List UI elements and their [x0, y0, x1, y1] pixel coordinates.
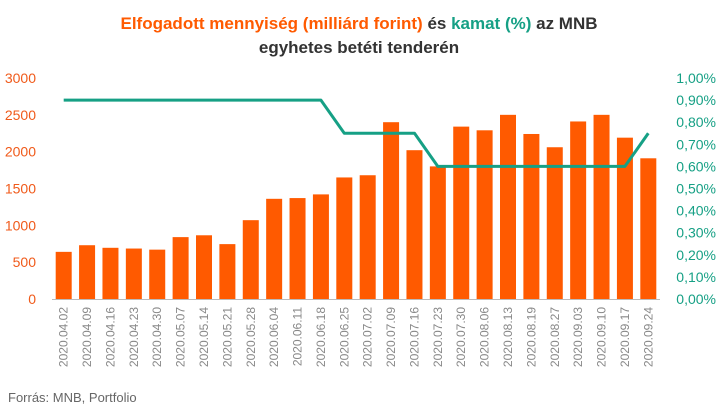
- bar: [312, 194, 329, 299]
- chart-title: Elfogadott mennyiség (milliárd forint) é…: [0, 12, 718, 60]
- x-tick-label: 2020.05.28: [244, 307, 258, 367]
- bar: [242, 220, 259, 299]
- y-right-tick-label: 0,30%: [676, 225, 716, 241]
- x-tick-label: 2020.05.14: [197, 307, 211, 367]
- bar: [102, 247, 119, 299]
- x-tick-label: 2020.05.21: [220, 307, 234, 367]
- y-left-tick-label: 3000: [5, 70, 36, 86]
- bar: [523, 133, 540, 299]
- bar: [172, 237, 189, 299]
- x-tick-label: 2020.09.03: [571, 307, 585, 367]
- bar: [196, 235, 212, 299]
- bar: [266, 198, 283, 299]
- bar: [593, 114, 610, 299]
- bar: [219, 244, 236, 299]
- bar: [359, 175, 376, 299]
- x-tick-label: 2020.09.24: [641, 307, 655, 367]
- y-right-tick-label: 1,00%: [676, 70, 716, 86]
- source-note: Forrás: MNB, Portfolio: [8, 390, 137, 405]
- x-tick-label: 2020.06.04: [267, 307, 281, 367]
- bar: [55, 251, 72, 299]
- y-right-tick-label: 0,10%: [676, 269, 716, 285]
- bar: [570, 121, 587, 299]
- y-left-tick-label: 2500: [5, 107, 36, 123]
- x-tick-label: 2020.06.11: [291, 307, 305, 366]
- bar: [383, 122, 400, 299]
- bar: [406, 150, 423, 299]
- y-left-tick-label: 500: [13, 254, 37, 270]
- bar: [149, 249, 166, 299]
- y-right-tick-label: 0,00%: [676, 291, 716, 307]
- title-mnb: az MNB: [531, 14, 598, 33]
- x-tick-label: 2020.04.23: [127, 307, 141, 367]
- bar: [429, 166, 446, 299]
- y-right-tick-label: 0,20%: [676, 247, 716, 263]
- x-tick-label: 2020.07.02: [361, 307, 375, 367]
- bar: [336, 177, 353, 299]
- x-tick-label: 2020.04.16: [104, 307, 118, 367]
- bar: [476, 130, 493, 299]
- y-left-tick-label: 2000: [5, 144, 36, 160]
- x-tick-label: 2020.08.13: [501, 307, 515, 367]
- x-tick-label: 2020.06.25: [337, 307, 351, 367]
- bar: [500, 114, 516, 299]
- x-tick-label: 2020.07.30: [454, 307, 468, 367]
- x-tick-label: 2020.09.10: [595, 307, 609, 367]
- y-left-tick-label: 1500: [5, 181, 36, 197]
- x-tick-label: 2020.07.23: [431, 307, 445, 367]
- y-right-tick-label: 0,70%: [676, 136, 716, 152]
- bar: [616, 137, 633, 299]
- y-right-tick-label: 0,80%: [676, 114, 716, 130]
- bar: [289, 198, 306, 299]
- bar: [640, 158, 657, 299]
- y-right-tick-label: 0,40%: [676, 203, 716, 219]
- title-quantity: Elfogadott mennyiség (milliárd forint): [120, 14, 423, 33]
- title-rate: kamat (%): [451, 14, 532, 33]
- x-tick-label: 2020.09.17: [618, 307, 632, 367]
- bar: [453, 126, 470, 300]
- y-left-tick-label: 0: [28, 291, 36, 307]
- title-line2: egyhetes betéti tenderén: [258, 38, 460, 57]
- y-right-tick-label: 0,60%: [676, 158, 716, 174]
- x-tick-label: 2020.06.18: [314, 307, 328, 367]
- bar: [546, 147, 563, 299]
- x-tick-label: 2020.08.27: [548, 307, 562, 367]
- x-tick-label: 2020.07.09: [384, 307, 398, 367]
- bar: [79, 245, 96, 299]
- x-tick-label: 2020.04.02: [57, 307, 71, 367]
- y-right-tick-label: 0,90%: [676, 92, 716, 108]
- x-tick-label: 2020.04.30: [150, 307, 164, 367]
- title-connector: és: [422, 14, 452, 33]
- rate-series-line: [63, 98, 650, 168]
- x-tick-label: 2020.08.19: [524, 307, 538, 367]
- x-tick-label: 2020.08.06: [478, 307, 492, 367]
- y-right-tick-label: 0,50%: [676, 181, 716, 197]
- x-tick-label: 2020.04.09: [80, 307, 94, 367]
- y-left-tick-label: 1000: [5, 217, 36, 233]
- x-tick-label: 2020.07.16: [408, 307, 422, 367]
- x-tick-label: 2020.05.07: [174, 307, 188, 367]
- bar: [125, 248, 142, 299]
